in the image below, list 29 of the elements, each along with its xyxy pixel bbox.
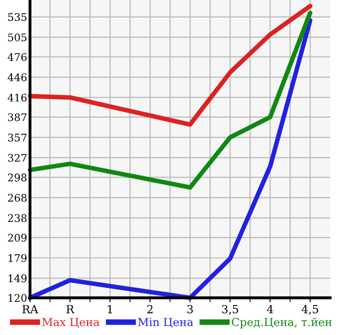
y-tick-label: 327	[8, 154, 26, 162]
y-tick-label: 298	[8, 174, 27, 182]
x-tick-label: 4	[266, 304, 274, 314]
line-series	[28, 18, 312, 300]
y-tick-label: 238	[8, 214, 27, 222]
y-tick-label: 268	[8, 194, 27, 202]
x-tick-label: 1	[108, 304, 112, 314]
legend-label: Min Цена	[138, 318, 194, 328]
x-tick-label: 3,5	[222, 304, 238, 315]
y-tick-label: 387	[8, 113, 26, 122]
line-series	[28, 4, 312, 127]
legend-label: Max Цена	[42, 318, 100, 328]
x-tick-label: R	[66, 305, 74, 314]
y-tick-label: 446	[8, 73, 27, 82]
y-tick-label: 476	[8, 53, 27, 61]
y-tick-label: 120	[8, 294, 27, 302]
line-series	[28, 10, 312, 190]
y-tick-label: 149	[8, 274, 27, 282]
x-tick-label: 4,5	[302, 304, 318, 315]
y-tick-label: 505	[8, 33, 26, 42]
y-tick-label: 535	[8, 13, 26, 22]
x-tick-label: 3	[187, 304, 193, 314]
y-tick-label: 179	[8, 254, 27, 262]
y-tick-label: 416	[8, 94, 27, 102]
x-tick-label: RA	[22, 305, 38, 314]
y-tick-label: 209	[8, 234, 27, 242]
legend-label: Сред.Цена, т.йен	[232, 318, 332, 328]
x-tick-label: 2	[147, 304, 153, 314]
y-tick-label: 357	[8, 134, 26, 142]
